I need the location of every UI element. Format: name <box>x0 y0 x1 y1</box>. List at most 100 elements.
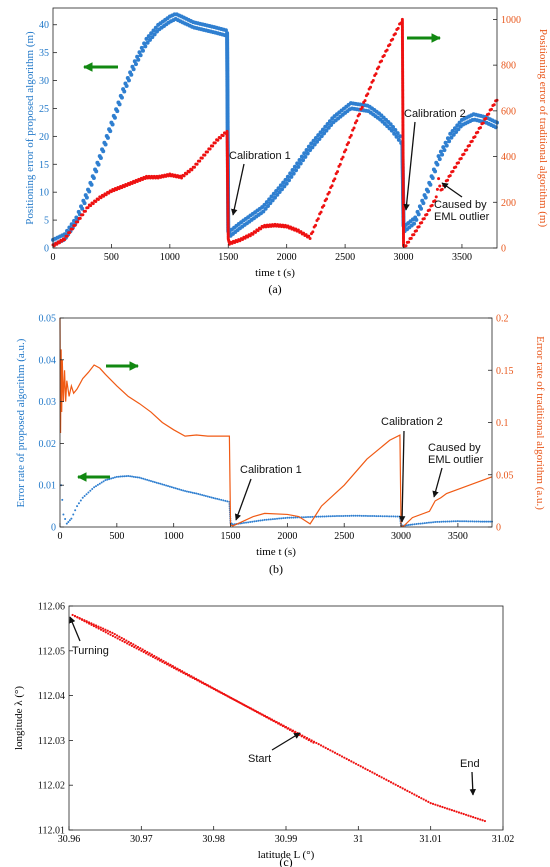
panel-a-series-traditional-point <box>219 136 223 140</box>
panel-b-series-proposed-point <box>307 516 310 519</box>
panel-c-series-track-point <box>359 765 362 768</box>
panel-c-series-track-point <box>392 782 395 785</box>
panel-b-series-proposed-point <box>189 491 192 494</box>
panel-a-series-traditional-point <box>55 242 59 246</box>
panel-a-x-tick-label: 2000 <box>277 252 297 263</box>
panel-c-series-track-point <box>331 750 334 753</box>
panel-b-series-proposed-point <box>112 476 115 479</box>
panel-c-series-track-point <box>238 701 241 704</box>
panel-a-series-traditional-point <box>259 227 263 231</box>
panel-a-series-traditional-point <box>388 43 392 47</box>
panel-a-annotation-calibration-1: Calibration 1 <box>229 150 291 162</box>
panel-b-series-proposed-point <box>419 522 422 525</box>
panel-c-series-track-point <box>245 704 248 708</box>
panel-b-series-proposed-point <box>81 496 84 499</box>
panel-a-series-traditional-point <box>78 216 82 220</box>
panel-b-series-proposed-point <box>104 479 107 482</box>
panel-b-annotation-calibration-1: Calibration 1 <box>240 464 302 476</box>
panel-b-series-proposed-point <box>72 513 75 516</box>
panel-a-series-proposed-point <box>124 83 129 88</box>
panel-a-series-proposed-point <box>310 145 315 150</box>
panel-b-series-proposed-point <box>187 490 190 493</box>
panel-b-series-proposed-point <box>477 520 480 523</box>
panel-a-series-traditional-point <box>404 244 408 248</box>
panel-c-series-track-point <box>417 795 421 799</box>
panel-a-series-proposed-point <box>392 131 397 136</box>
panel-c-series-track-point <box>165 663 169 666</box>
panel-c-series-track-point <box>338 754 341 757</box>
panel-b-series-proposed-point <box>352 514 355 517</box>
panel-b-series-proposed-point <box>100 481 103 484</box>
panel-c-series-track-point <box>380 776 383 779</box>
panel-b-series-proposed-point <box>240 522 243 525</box>
panel-a-series-proposed-point <box>389 128 394 133</box>
panel-b-series-proposed-point <box>267 518 270 521</box>
panel-c-series-track-point <box>175 668 178 671</box>
panel-a-series-traditional-point <box>302 231 306 235</box>
panel-c-series-track-point <box>90 623 93 626</box>
panel-a-series-proposed-point <box>435 162 440 167</box>
panel-a-series-proposed-point <box>301 158 306 163</box>
panel-b-series-proposed-point <box>356 514 359 517</box>
panel-b-series-proposed-point <box>340 514 343 517</box>
panel-c-series-track-point <box>322 745 325 748</box>
panel-a-series-traditional-point <box>52 244 56 248</box>
panel-c-series-track-point <box>403 788 407 791</box>
panel-b-series-proposed-point <box>362 514 365 517</box>
panel-b-series-proposed-point <box>421 522 424 525</box>
panel-b-series-proposed-point <box>321 515 324 518</box>
panel-a-series-layer <box>51 12 499 248</box>
panel-a-series-proposed-point <box>303 154 308 159</box>
panel-b-series-proposed-point <box>151 480 154 483</box>
panel-b-series-proposed-point <box>165 484 168 487</box>
panel-b-yleft-tick-label: 0.02 <box>39 439 57 450</box>
panel-b-series-proposed-point <box>113 476 116 479</box>
panel-a-series-traditional-point <box>377 65 381 69</box>
panel-c-series-track-point <box>233 698 236 702</box>
panel-a-series-traditional-point <box>374 72 378 76</box>
panel-a-series-traditional-point <box>208 147 212 151</box>
panel-a-series-proposed-point <box>287 178 292 183</box>
panel-a-series-proposed-point <box>84 195 89 200</box>
panel-c-annotation-end-arrow <box>469 771 476 796</box>
panel-a-series-proposed-point <box>265 203 270 208</box>
panel-c: 30.96 30.97 30.98 30.99 31 31.01 31.02 112.01 11… <box>13 602 514 867</box>
panel-c-series-track-point <box>333 751 337 754</box>
panel-c-ticks: 30.96 30.97 30.98 30.99 31 31.01 31.02 112.01 11… <box>38 602 514 846</box>
panel-a-yleft-tick-label: 40 <box>39 20 49 31</box>
panel-a-series-proposed-point <box>442 148 447 153</box>
panel-c-x-tick-label: 30.98 <box>202 834 225 845</box>
panel-b-series-proposed-point <box>346 514 349 517</box>
panel-c-series-track-point <box>134 644 137 647</box>
panel-b-series-proposed-point <box>242 521 245 524</box>
panel-a-series-traditional-point <box>86 206 90 210</box>
panel-c-series-track-point <box>85 621 88 624</box>
panel-b-annotation-caused-by: Caused by <box>428 442 481 454</box>
panel-b-annotation-calibration-2-arrow <box>398 430 406 523</box>
panel-a-series-traditional-point <box>319 210 323 214</box>
panel-a-annotation-caused-by: Caused by <box>434 199 487 211</box>
panel-c-series-track-point <box>455 810 458 813</box>
panel-b-series-proposed-point <box>218 498 221 501</box>
panel-a-yleft-tick-label: 0 <box>44 244 49 255</box>
panel-b-series-proposed-point <box>344 514 347 517</box>
panel-a-series-traditional-point <box>435 187 439 191</box>
panel-a-series-proposed-point <box>298 161 303 166</box>
panel-b-series-proposed-point <box>481 520 484 523</box>
panel-b-series-proposed-point <box>364 514 367 517</box>
panel-b-series-proposed-point <box>115 475 118 478</box>
panel-a-series-traditional-point <box>446 178 450 182</box>
panel-b-series-proposed-point <box>131 475 133 478</box>
panel-c-series-track-point <box>149 654 152 657</box>
panel-a-series-proposed-point <box>150 35 155 40</box>
panel-c-series-track-point <box>179 670 183 673</box>
panel-a-series-proposed-point <box>305 151 310 156</box>
panel-b-series-proposed-point <box>197 493 200 496</box>
panel-c-series-track-point <box>242 703 246 706</box>
panel-a-series-proposed-point <box>396 137 401 142</box>
panel-a-series-traditional-point <box>369 85 373 89</box>
panel-a-series-proposed-point <box>421 201 426 206</box>
panel-c-series-track-point <box>343 756 346 759</box>
panel-b-series-proposed-point <box>140 477 143 480</box>
panel-a-series-proposed-point <box>151 28 156 33</box>
